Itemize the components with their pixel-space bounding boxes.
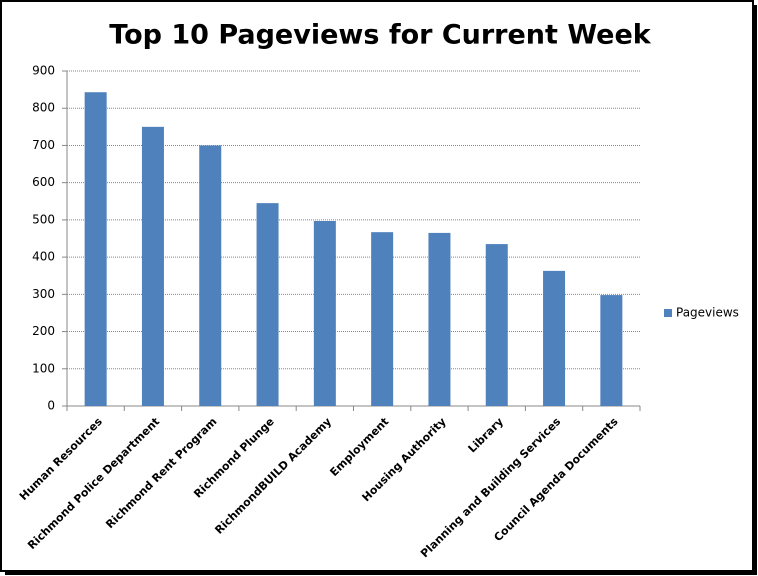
bar (84, 92, 107, 406)
y-tick-label: 200 (32, 324, 55, 338)
y-tick-label: 600 (32, 175, 55, 189)
bar (485, 244, 508, 406)
y-tick-label: 700 (32, 138, 55, 152)
bar (256, 203, 279, 406)
legend-label: Pageviews (676, 306, 739, 320)
y-tick-label: 300 (32, 287, 55, 301)
y-tick-label: 900 (32, 64, 55, 78)
bar (543, 270, 566, 406)
chart-title: Top 10 Pageviews for Current Week (109, 20, 652, 51)
bar (371, 232, 394, 406)
bar (428, 232, 451, 406)
y-tick-label: 0 (47, 399, 55, 413)
bar (313, 221, 336, 406)
bar (199, 145, 222, 406)
bar (600, 295, 623, 406)
y-tick-label: 500 (32, 212, 55, 226)
bar (141, 126, 164, 406)
y-tick-label: 800 (32, 101, 55, 115)
y-tick-label: 400 (32, 250, 55, 264)
y-tick-label: 100 (32, 361, 55, 375)
border-shadow (5, 571, 757, 575)
border-shadow (753, 5, 757, 575)
legend-swatch (664, 309, 672, 317)
